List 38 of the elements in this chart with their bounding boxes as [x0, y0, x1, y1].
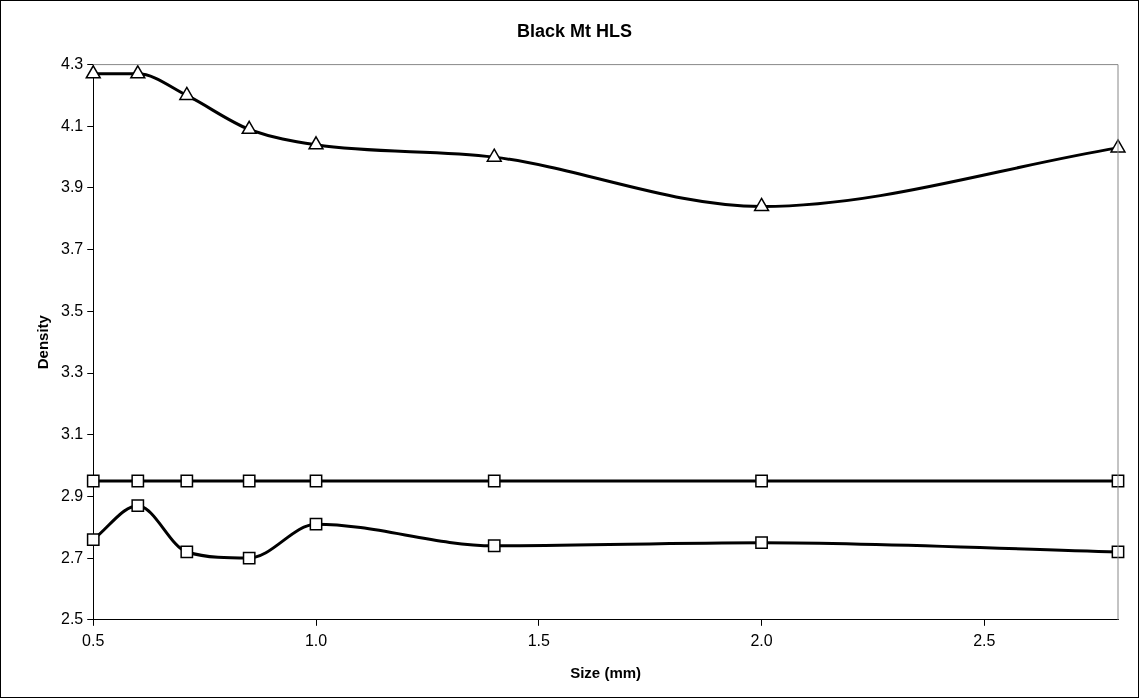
y-tick-label: 2.5 — [60, 610, 84, 628]
y-tick-label: 2.7 — [60, 548, 84, 566]
point — [487, 474, 501, 488]
x-tick-label: 1.5 — [527, 631, 551, 649]
x-tick-label: 2.5 — [973, 631, 996, 649]
y-tick-label: 3.5 — [60, 301, 84, 319]
point — [85, 65, 101, 79]
point — [755, 474, 768, 488]
point — [131, 474, 145, 488]
y-tick-label: 3.3 — [60, 363, 84, 381]
chart-title: Black Mt HLS — [516, 20, 633, 41]
point — [241, 120, 257, 135]
point — [308, 136, 324, 150]
y-tick-label: 4.1 — [60, 116, 84, 134]
point — [86, 474, 100, 488]
point — [309, 517, 323, 531]
point — [753, 197, 770, 212]
point — [130, 65, 146, 79]
y-tick-label: 3.7 — [60, 240, 84, 258]
point — [242, 551, 256, 565]
x-tick-label: 1.0 — [304, 631, 328, 649]
point — [131, 499, 145, 513]
x-axis-title: Size (mm) — [570, 664, 642, 682]
x-tick-label: 0.5 — [82, 631, 105, 649]
y-tick-label: 2.9 — [60, 486, 84, 504]
y-tick-label: 3.9 — [60, 178, 84, 196]
point — [86, 533, 100, 547]
point — [242, 474, 256, 488]
y-axis-title: Density — [34, 314, 52, 370]
point — [179, 86, 195, 101]
point — [486, 148, 502, 162]
x-tick-label: 2.0 — [750, 631, 773, 649]
y-tick-label: 3.1 — [60, 425, 84, 443]
point — [180, 474, 194, 488]
point — [487, 539, 501, 553]
point — [180, 545, 194, 559]
point — [755, 536, 768, 550]
y-tick-label: 4.3 — [60, 55, 84, 73]
